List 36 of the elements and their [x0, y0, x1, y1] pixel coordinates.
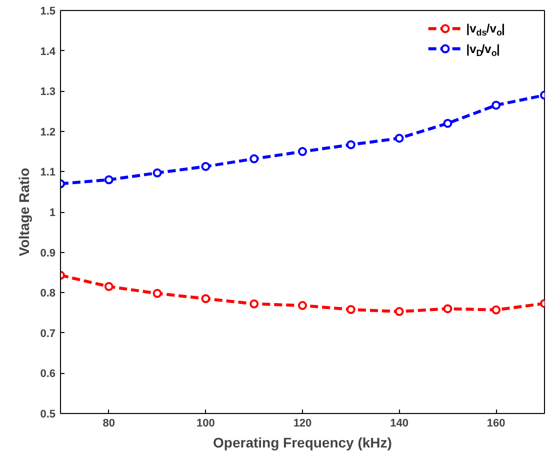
- point: [298, 147, 307, 156]
- point: [394, 307, 404, 316]
- point: [346, 305, 356, 314]
- y-tick-label: 1.1: [40, 166, 56, 179]
- point: [104, 282, 114, 292]
- point: [152, 288, 162, 298]
- x-axis-title: Operating Frequency (kHz): [213, 434, 392, 450]
- y-tick-label: 0.7: [40, 328, 56, 340]
- point: [394, 134, 404, 143]
- y-tick-label: 0.6: [40, 368, 56, 380]
- point: [104, 175, 114, 184]
- y-tick-label: 1.2: [40, 126, 56, 138]
- x-tick-label: 120: [293, 418, 312, 430]
- y-tick-label: 0.8: [40, 288, 56, 300]
- point: [443, 118, 452, 128]
- point: [152, 168, 162, 178]
- point: [492, 100, 501, 110]
- point: [201, 294, 210, 304]
- y-axis-title: Voltage Ratio: [16, 168, 32, 256]
- point: [443, 304, 452, 314]
- x-tick-label: 100: [196, 418, 215, 430]
- y-tick-label: 1: [49, 207, 56, 219]
- point: [201, 162, 210, 171]
- x-tick-label: 160: [486, 418, 506, 430]
- point: [492, 305, 501, 314]
- x-tick-label: 80: [102, 418, 116, 430]
- point: [346, 140, 356, 150]
- y-tick-label: 1.4: [40, 46, 56, 58]
- y-tick-label: 0.9: [40, 247, 56, 260]
- x-tick-label: 140: [390, 418, 408, 430]
- y-tick-label: 1.3: [40, 86, 56, 98]
- point: [298, 301, 307, 310]
- y-tick-label: 1.5: [40, 6, 56, 18]
- point: [250, 299, 259, 308]
- point: [250, 154, 259, 164]
- y-tick-label: 0.5: [40, 408, 56, 420]
